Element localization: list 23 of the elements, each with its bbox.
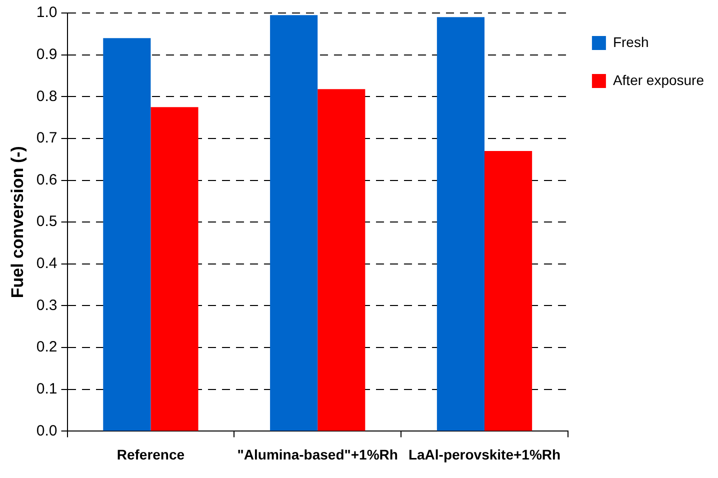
y-tick-label: 0.4 (36, 255, 58, 272)
y-axis-title: Fuel conversion (-) (8, 146, 27, 298)
bar (436, 17, 484, 431)
bar (318, 89, 366, 431)
y-tick-label: 1.0 (36, 4, 58, 22)
y-tick-label: 0.6 (36, 171, 58, 188)
y-tick-label: 0.2 (36, 338, 58, 356)
bar (484, 151, 532, 431)
bar (150, 107, 198, 431)
bar (103, 38, 151, 431)
y-tick-label: 0.9 (36, 46, 58, 63)
x-tick-label: Reference (116, 446, 185, 462)
y-tick-label: 0.7 (36, 130, 58, 147)
y-tick-label: 0.3 (36, 296, 58, 314)
y-tick-label: 0.8 (36, 88, 58, 105)
legend-label: After exposure (612, 72, 704, 88)
x-tick-label: "Alumina-based"+1%Rh (237, 446, 398, 462)
y-tick-label: 0.5 (36, 213, 58, 230)
x-tick-label: LaAl-perovskite+1%Rh (408, 446, 561, 462)
y-tick-label: 0.0 (36, 422, 58, 440)
legend-label: Fresh (612, 34, 649, 50)
y-tick-label: 0.1 (36, 380, 58, 398)
bar (270, 15, 318, 431)
